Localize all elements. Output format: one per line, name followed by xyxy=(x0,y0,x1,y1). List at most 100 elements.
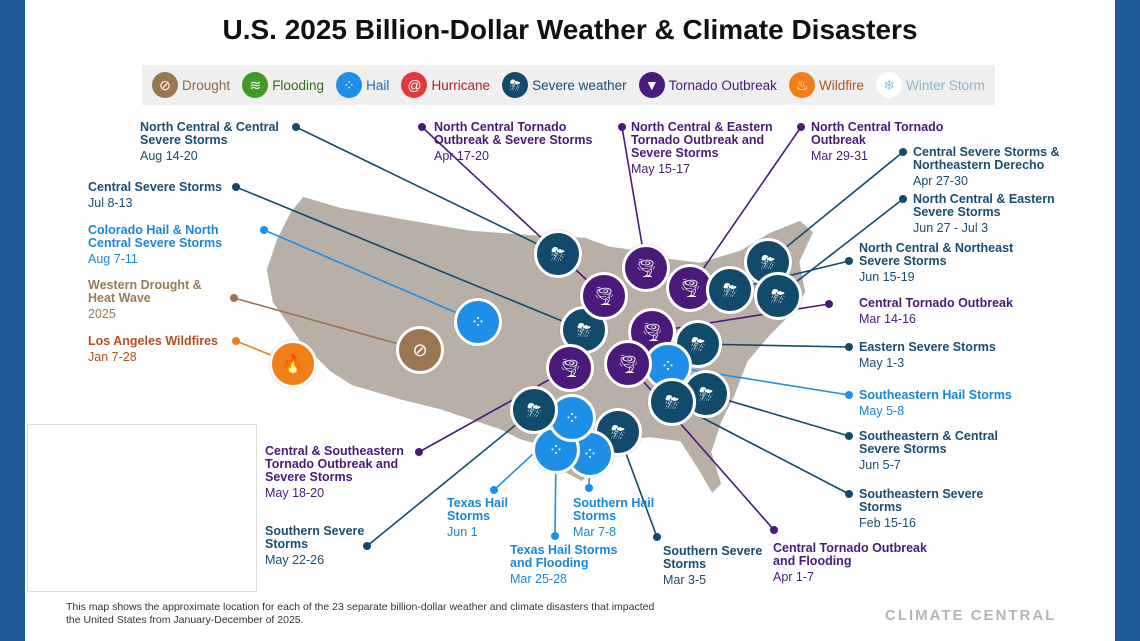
event-label: North Central Tornado Outbreak Mar 29-31 xyxy=(811,121,961,163)
event-label: Southern Severe Storms May 22-26 xyxy=(265,525,365,567)
event-label: Central Tornado Outbreak and Flooding Apr… xyxy=(773,542,943,584)
tornado-marker-icon: 🌪 xyxy=(546,344,594,392)
leader-dot xyxy=(845,432,853,440)
event-title: North Central Tornado Outbreak & Severe … xyxy=(434,120,593,147)
leader-line xyxy=(777,198,904,297)
event-title: Los Angeles Wildfires xyxy=(88,334,219,348)
leader-dot xyxy=(260,226,268,234)
event-label: Texas Hail Storms Jun 1 xyxy=(447,497,527,539)
tornado-marker-icon: 🌪 xyxy=(666,264,714,312)
event-title: Central Tornado Outbreak xyxy=(859,296,1013,310)
event-label: Southeastern Severe Storms Feb 15-16 xyxy=(859,488,999,530)
leader-dot xyxy=(797,123,805,131)
hail-icon: ⁘ xyxy=(336,72,363,98)
event-title: North Central Tornado Outbreak xyxy=(811,120,944,147)
event-label: North Central & Central Severe Storms Aug… xyxy=(140,121,290,163)
leader-line xyxy=(263,229,479,323)
event-date: May 1-3 xyxy=(859,356,905,370)
leader-dot xyxy=(899,195,907,203)
leader-dot xyxy=(232,183,240,191)
event-label: North Central & Eastern Severe Storms Jun… xyxy=(913,193,1073,235)
event-label: Southeastern & Central Severe Storms Jun … xyxy=(859,430,1009,472)
legend-item-winter-storm: ❄ Winter Storm xyxy=(876,72,985,98)
tornado-icon: ▼ xyxy=(638,72,665,98)
leader-line xyxy=(233,297,421,351)
event-label: Eastern Severe Storms May 1-3 xyxy=(859,341,1029,370)
tornado-marker-icon: 🌪 xyxy=(580,272,628,320)
leader-line xyxy=(418,367,571,453)
event-title: Southern Hail Storms xyxy=(573,496,655,523)
legend-item-flooding: ≋ Flooding xyxy=(242,72,324,98)
legend-label: Severe weather xyxy=(532,77,627,93)
leader-dot xyxy=(415,448,423,456)
event-title: Southern Severe Storms xyxy=(265,524,365,551)
event-label: North Central Tornado Outbreak & Severe … xyxy=(434,121,604,163)
event-title: Southern Severe Storms xyxy=(663,544,763,571)
page-title: U.S. 2025 Billion-Dollar Weather & Clima… xyxy=(222,14,918,45)
event-date: Jun 15-19 xyxy=(859,270,915,284)
event-label: Southern Hail Storms Mar 7-8 xyxy=(573,497,663,539)
event-title: Colorado Hail & North Central Severe Sto… xyxy=(88,223,223,250)
event-date: May 22-26 xyxy=(265,553,325,567)
tornado-marker-icon: 🌪 xyxy=(622,244,670,292)
legend-item-tornado-outbreak: ▼ Tornado Outbreak xyxy=(638,72,777,98)
leader-line xyxy=(689,126,802,289)
snowflake-icon: ❄ xyxy=(876,72,903,98)
legend-item-wildfire: ♨ Wildfire xyxy=(788,72,864,98)
event-date: Apr 17-20 xyxy=(434,149,489,163)
leader-dot xyxy=(418,123,426,131)
event-date: Aug 7-11 xyxy=(88,252,138,266)
leader-dot xyxy=(363,542,371,550)
legend-item-hail: ⁘ Hail xyxy=(336,72,389,98)
drought-icon: ⊘ xyxy=(152,72,179,98)
leader-dot xyxy=(825,300,833,308)
hail-marker-icon: ⁘ xyxy=(454,298,502,346)
event-title: Texas Hail Storms xyxy=(447,496,508,523)
leader-dot xyxy=(845,257,853,265)
event-date: Mar 14-16 xyxy=(859,312,916,326)
event-label: Southeastern Hail Storms May 5-8 xyxy=(859,389,1029,418)
legend-label: Flooding xyxy=(272,77,324,93)
legend-item-severe-weather: ⛈ Severe weather xyxy=(502,72,627,98)
severe-marker-icon: ⛈ xyxy=(510,386,558,434)
severe-marker-icon: ⛈ xyxy=(754,272,802,320)
legend-label: Wildfire xyxy=(818,77,864,93)
legend-label: Hurricane xyxy=(431,77,490,93)
event-date: Apr 1-7 xyxy=(773,570,814,584)
leader-line xyxy=(705,393,850,437)
wildfire-icon: ♨ xyxy=(788,72,815,98)
event-date: Mar 29-31 xyxy=(811,149,868,163)
event-date: May 15-17 xyxy=(631,162,691,176)
leader-dot xyxy=(845,490,853,498)
event-date: 2025 xyxy=(88,307,116,321)
leader-line xyxy=(235,186,585,331)
climate-central-logo: CLIMATE CENTRAL xyxy=(885,607,1057,624)
legend-label: Tornado Outbreak xyxy=(668,77,777,93)
drought-marker-icon: ⊘ xyxy=(396,326,444,374)
severe-weather-icon: ⛈ xyxy=(502,72,529,98)
event-label: Central & Southeastern Tornado Outbreak … xyxy=(265,445,415,500)
legend: ⊘ Drought ≋ Flooding ⁘ Hail @ Hurricane ⛈ Severe … xyxy=(142,65,995,105)
event-label: Western Drought & Heat Wave 2025 xyxy=(88,279,228,321)
hurricane-icon: @ xyxy=(401,72,428,98)
event-label: North Central & Northeast Severe Storms J… xyxy=(859,242,1029,284)
alaska-inset xyxy=(27,424,257,592)
wildfire-marker-icon: 🔥 xyxy=(269,340,317,388)
severe-marker-icon: ⛈ xyxy=(648,378,696,426)
leader-dot xyxy=(899,148,907,156)
leader-dot xyxy=(490,486,498,494)
event-label: Southern Severe Storms Mar 3-5 xyxy=(663,545,763,587)
event-title: Southeastern Hail Storms xyxy=(859,388,1012,402)
event-date: Jul 8-13 xyxy=(88,196,133,210)
event-title: Texas Hail Storms and Flooding xyxy=(510,543,618,570)
event-date: Mar 25-28 xyxy=(510,572,567,586)
legend-label: Winter Storm xyxy=(906,77,985,93)
event-date: Aug 14-20 xyxy=(140,149,198,163)
event-label: North Central & Eastern Tornado Outbreak… xyxy=(631,121,781,176)
leader-line xyxy=(366,409,535,547)
event-label: Central Tornado Outbreak Mar 14-16 xyxy=(859,297,1029,326)
event-title: North Central & Central Severe Storms xyxy=(140,120,279,147)
event-date: May 5-8 xyxy=(859,404,905,418)
event-title: North Central & Eastern Tornado Outbreak… xyxy=(631,120,773,160)
leader-dot xyxy=(232,337,240,345)
